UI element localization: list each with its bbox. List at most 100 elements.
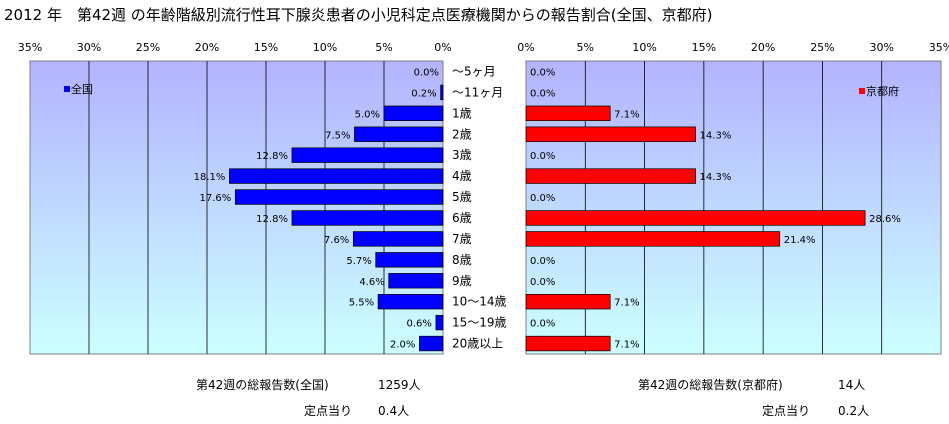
national-tick-labels: 35% 30% 25% 20% 15% 10% 5% 0% — [18, 41, 452, 54]
national-plot-area — [29, 60, 444, 355]
bar-value-label: 0.0% — [530, 151, 555, 162]
bar-value-label: 5.5% — [349, 298, 374, 309]
category-label: 1歳 — [452, 106, 472, 120]
kyoto-tick-labels: 0% 5% 10% 15% 20% 25% 30% 35% — [517, 41, 949, 54]
category-label: ～11ヶ月 — [452, 85, 503, 99]
bar-value-label: 0.0% — [530, 256, 555, 267]
tick-label: 35% — [18, 41, 42, 54]
bar — [440, 84, 444, 101]
bar-value-label: 2.0% — [390, 340, 415, 351]
bar — [234, 189, 444, 205]
bar — [352, 231, 444, 247]
category-label: 5歳 — [452, 190, 472, 204]
tick-label: 35% — [929, 41, 949, 54]
tick-label: 30% — [869, 41, 893, 54]
kyoto-legend-swatch — [859, 88, 865, 94]
bar-value-label: 0.0% — [530, 319, 555, 330]
bar-value-label: 0.0% — [530, 67, 555, 78]
category-labels: ～5ヶ月 ～11ヶ月 1歳 2歳 3歳 4歳 5歳 6歳 7歳 8歳 9歳 10～14歳 15～19歳 2… — [452, 64, 507, 350]
national-per-value: 0.4人 — [378, 404, 409, 418]
national-legend-label: 全国 — [71, 82, 93, 96]
kyoto-bars — [525, 105, 866, 352]
bar — [291, 210, 444, 226]
bar — [525, 335, 611, 352]
national-per-label: 定点当り — [304, 403, 352, 418]
bar-value-label: 0.0% — [530, 88, 555, 99]
kyoto-plot-area — [525, 60, 942, 355]
bar-value-label: 18.1% — [194, 172, 226, 183]
bar — [419, 335, 444, 352]
bar-value-label: 21.4% — [784, 235, 816, 246]
bar-value-label: 0.2% — [411, 88, 436, 99]
kyoto-legend: 京都府 — [859, 84, 899, 98]
bar — [525, 231, 781, 247]
bar — [525, 105, 611, 121]
category-label: 3歳 — [452, 148, 472, 162]
kyoto-panel: 0% 5% 10% 15% 20% 25% 30% 35% 0.0% 0.0% 7.1% 14.3%… — [517, 41, 949, 355]
kyoto-value-labels: 0.0% 0.0% 7.1% 14.3% 0.0% 14.3% 0.0% 28.6% 21.4%… — [530, 67, 901, 350]
bar-value-label: 17.6% — [200, 193, 232, 204]
footer-stats: 第42週の総報告数(全国) 1259人 定点当り 0.4人 第42週の総報告数(… — [196, 377, 869, 418]
bar-value-label: 0.6% — [407, 319, 432, 330]
bar-value-label: 7.1% — [614, 109, 639, 120]
tick-label: 5% — [577, 41, 594, 54]
tick-label: 25% — [810, 41, 834, 54]
bar — [291, 147, 444, 163]
bar-value-label: 0.0% — [530, 193, 555, 204]
national-legend: 全国 — [64, 82, 93, 96]
category-label: 4歳 — [452, 169, 472, 183]
bar-value-label: 5.7% — [346, 256, 371, 267]
bar — [383, 105, 444, 121]
bar — [525, 294, 611, 310]
category-label: 20歳以上 — [452, 337, 503, 351]
bar-value-label: 14.3% — [700, 130, 732, 141]
national-legend-swatch — [64, 86, 70, 92]
kyoto-total-value: 14人 — [838, 378, 865, 392]
category-label: 9歳 — [452, 274, 472, 288]
bar-value-label: 12.8% — [256, 214, 288, 225]
tick-label: 10% — [313, 41, 337, 54]
kyoto-per-label: 定点当り — [762, 403, 810, 418]
bar-value-label: 7.5% — [325, 130, 350, 141]
tick-label: 20% — [195, 41, 219, 54]
category-label: 7歳 — [452, 232, 472, 246]
bar-value-label: 5.0% — [355, 109, 380, 120]
chart-title: 2012 年 第42週 の年齢階級別流行性耳下腺炎患者の小児科定点医療機関からの… — [4, 6, 713, 24]
category-label: 10～14歳 — [452, 295, 507, 309]
bar-value-label: 7.1% — [614, 298, 639, 309]
bar-value-label: 7.1% — [614, 340, 639, 351]
national-panel: 35% 30% 25% 20% 15% 10% 5% 0% 0.0% 0.2% 5.0% 7.5% 1… — [18, 41, 452, 355]
category-label: 8歳 — [452, 253, 472, 267]
national-value-labels: 0.0% 0.2% 5.0% 7.5% 12.8% 18.1% 17.6% 12.8% 7.6%… — [194, 67, 439, 350]
kyoto-legend-label: 京都府 — [866, 84, 899, 98]
bar — [375, 252, 444, 268]
tick-label: 15% — [692, 41, 716, 54]
bar-value-label: 28.6% — [869, 214, 901, 225]
bar — [435, 314, 444, 331]
bar — [354, 126, 444, 142]
national-bars — [229, 84, 444, 352]
tick-label: 25% — [136, 41, 160, 54]
tick-label: 20% — [751, 41, 775, 54]
category-label: 2歳 — [452, 127, 472, 141]
bar — [377, 294, 444, 310]
bar — [388, 273, 444, 289]
bar-value-label: 14.3% — [700, 172, 732, 183]
category-label: 15～19歳 — [452, 316, 507, 330]
tick-label: 10% — [632, 41, 656, 54]
bar — [229, 168, 444, 184]
national-total-label: 第42週の総報告数(全国) — [196, 377, 329, 392]
bar — [525, 126, 696, 142]
bar — [525, 210, 866, 226]
tick-label: 0% — [517, 41, 534, 54]
tick-label: 15% — [254, 41, 278, 54]
kyoto-per-value: 0.2人 — [838, 404, 869, 418]
bar-value-label: 0.0% — [414, 67, 439, 78]
tick-label: 5% — [375, 41, 392, 54]
tick-label: 30% — [77, 41, 101, 54]
bar-value-label: 7.6% — [324, 235, 349, 246]
bar-value-label: 12.8% — [256, 151, 288, 162]
tick-label: 0% — [434, 41, 451, 54]
kyoto-total-label: 第42週の総報告数(京都府) — [638, 377, 783, 392]
